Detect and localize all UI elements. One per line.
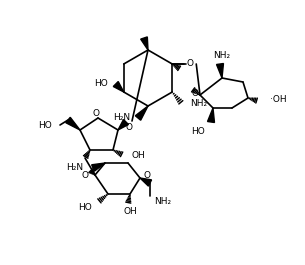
Polygon shape <box>92 163 105 171</box>
Polygon shape <box>141 37 148 50</box>
Text: O: O <box>92 108 99 117</box>
Text: H₂N: H₂N <box>113 113 130 122</box>
Text: HO: HO <box>94 80 108 89</box>
Polygon shape <box>135 106 148 120</box>
Text: HO: HO <box>38 121 52 130</box>
Text: NH₂: NH₂ <box>154 197 171 206</box>
Text: O: O <box>192 89 199 98</box>
Text: HO: HO <box>191 127 205 136</box>
Polygon shape <box>217 64 224 78</box>
Text: OH: OH <box>131 152 145 161</box>
Text: O: O <box>125 122 132 131</box>
Text: ·OH: ·OH <box>270 95 287 104</box>
Text: O: O <box>81 170 88 179</box>
Text: NH₂: NH₂ <box>214 51 231 60</box>
Polygon shape <box>66 117 80 130</box>
Text: H₂N: H₂N <box>66 164 83 173</box>
Text: HO: HO <box>78 204 92 213</box>
Text: NH₂: NH₂ <box>190 99 207 108</box>
Polygon shape <box>113 82 124 92</box>
Text: OH: OH <box>123 207 137 217</box>
Text: O: O <box>143 170 150 179</box>
Polygon shape <box>207 108 214 122</box>
Polygon shape <box>140 178 152 186</box>
Text: O: O <box>187 60 194 68</box>
Polygon shape <box>118 120 128 130</box>
